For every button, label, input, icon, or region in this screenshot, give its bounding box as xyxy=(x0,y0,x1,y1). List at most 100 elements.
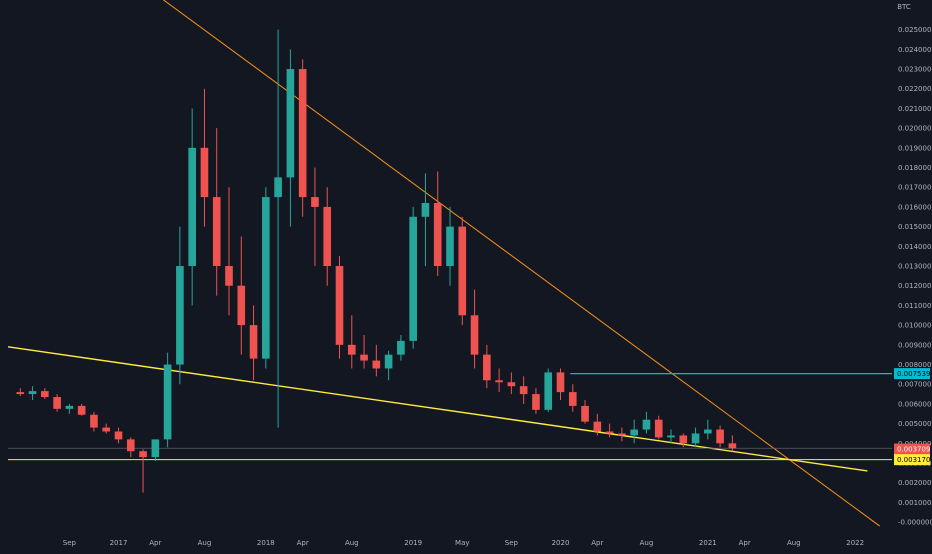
candle-body-up xyxy=(409,216,417,341)
x-tick-label: Apr xyxy=(297,539,309,547)
x-tick-label: Sep xyxy=(63,539,77,547)
candle-body-up xyxy=(188,147,196,267)
currency-label: BTC xyxy=(897,3,911,11)
candle-body-up xyxy=(274,177,282,198)
candle-body-down xyxy=(53,397,61,409)
candle-body-down xyxy=(16,392,25,395)
y-tick-label: 0.008000 xyxy=(898,361,931,369)
x-tick-label: Aug xyxy=(198,539,212,547)
candle-body-down xyxy=(470,315,479,355)
x-tick-label: Apr xyxy=(739,539,751,547)
candle-body-down xyxy=(347,344,356,355)
price-tags: 0.007539 0.003709 0.003170 xyxy=(894,368,930,466)
candle-body-up xyxy=(691,433,700,444)
candle-body-down xyxy=(507,382,516,387)
candle-body-up xyxy=(446,226,454,267)
x-tick-label: Apr xyxy=(591,539,603,547)
candle-body-down xyxy=(200,147,209,198)
candle-body-down xyxy=(372,360,381,369)
y-tick-label: 0.021000 xyxy=(898,105,931,113)
y-tick-label: 0.018000 xyxy=(898,164,931,172)
candle-body-down xyxy=(654,419,663,438)
candle-body-up xyxy=(65,405,74,409)
price-tag-label: 0.003170 xyxy=(897,456,930,464)
y-tick-label: 0.022000 xyxy=(898,85,931,93)
candle-body-down xyxy=(716,429,724,444)
candle-body-down xyxy=(249,325,258,359)
candle-body-up xyxy=(163,364,172,440)
candle-body-down xyxy=(679,435,688,444)
yellow-support-trendline xyxy=(7,346,868,472)
candle-body-down xyxy=(495,380,503,383)
candle-body-up xyxy=(667,435,675,438)
time-axis[interactable]: Sep 2017 Apr Aug 2018 Apr Aug 2019 May Sep 2020 Apr… xyxy=(63,539,864,547)
candle-body-down xyxy=(237,285,246,326)
x-tick-label: Aug xyxy=(787,539,801,547)
y-tick-label: 0.005000 xyxy=(898,420,931,428)
candle-body-up xyxy=(397,340,405,355)
y-tick-label: 0.015000 xyxy=(898,223,931,231)
candle-body-up xyxy=(630,429,638,436)
x-tick-label: Aug xyxy=(345,539,359,547)
candles-layer xyxy=(16,29,737,493)
candle-body-down xyxy=(335,266,344,345)
price-axis[interactable]: BTC 0.025000 0.024000 0.023000 0.022000 0.02… xyxy=(897,3,932,527)
candle-body-down xyxy=(519,386,528,395)
candle-body-down xyxy=(556,372,565,393)
y-tick-label: 0.020000 xyxy=(898,125,931,133)
x-tick-label: Sep xyxy=(505,539,519,547)
y-tick-label: 0.014000 xyxy=(898,243,931,251)
candle-body-down xyxy=(360,354,368,361)
y-tick-label: 0.012000 xyxy=(898,282,931,290)
price-tag-label: 0.007539 xyxy=(897,370,930,378)
candle-body-down xyxy=(433,202,442,267)
candle-body-down xyxy=(532,394,540,410)
x-tick-label: 2017 xyxy=(110,539,128,547)
candle-body-down xyxy=(212,197,221,267)
candle-body-down xyxy=(618,433,626,436)
candle-body-down xyxy=(298,69,307,198)
candle-body-down xyxy=(593,421,602,432)
candle-body-down xyxy=(311,197,319,207)
y-tick-label: -0.000000 xyxy=(898,519,932,527)
y-tick-label: 0.011000 xyxy=(898,302,931,310)
y-tick-label: 0.023000 xyxy=(898,66,931,74)
y-tick-label: 0.013000 xyxy=(898,263,931,271)
x-tick-label: 2019 xyxy=(404,539,422,547)
x-tick-label: Aug xyxy=(640,539,654,547)
y-tick-label: 0.019000 xyxy=(898,144,931,152)
candle-body-down xyxy=(581,405,589,422)
candle-body-down xyxy=(139,451,147,458)
candle-body-down xyxy=(41,391,49,398)
y-tick-label: 0.006000 xyxy=(898,400,931,408)
y-tick-label: 0.017000 xyxy=(898,184,931,192)
y-tick-label: 0.007000 xyxy=(898,381,931,389)
candle-body-up xyxy=(286,69,295,178)
candle-body-up xyxy=(704,429,712,434)
candle-body-down xyxy=(323,206,332,267)
candle-body-down xyxy=(77,405,86,415)
candle-body-down xyxy=(483,354,491,381)
candle-body-down xyxy=(114,431,123,440)
y-tick-label: 0.010000 xyxy=(898,322,931,330)
candle-body-down xyxy=(90,414,98,428)
candle-body-down xyxy=(458,226,467,316)
x-tick-label: 2020 xyxy=(552,539,570,547)
y-tick-label: 0.016000 xyxy=(898,203,931,211)
candle-body-up xyxy=(384,354,393,369)
candle-body-up xyxy=(642,419,651,430)
candle-body-down xyxy=(728,443,737,449)
candle-body-up xyxy=(262,197,270,359)
candle-body-down xyxy=(605,431,614,434)
candle-body-up xyxy=(176,266,184,365)
y-tick-label: 0.009000 xyxy=(898,341,931,349)
x-tick-label: Apr xyxy=(149,539,161,547)
y-tick-label: 0.025000 xyxy=(898,26,931,34)
candle-body-down xyxy=(126,439,135,452)
orange-resistance-trendline xyxy=(162,0,881,527)
candle-body-up xyxy=(151,439,160,458)
y-tick-label: 0.024000 xyxy=(898,46,931,54)
candle-body-up xyxy=(544,372,553,410)
candle-body-up xyxy=(28,391,37,395)
